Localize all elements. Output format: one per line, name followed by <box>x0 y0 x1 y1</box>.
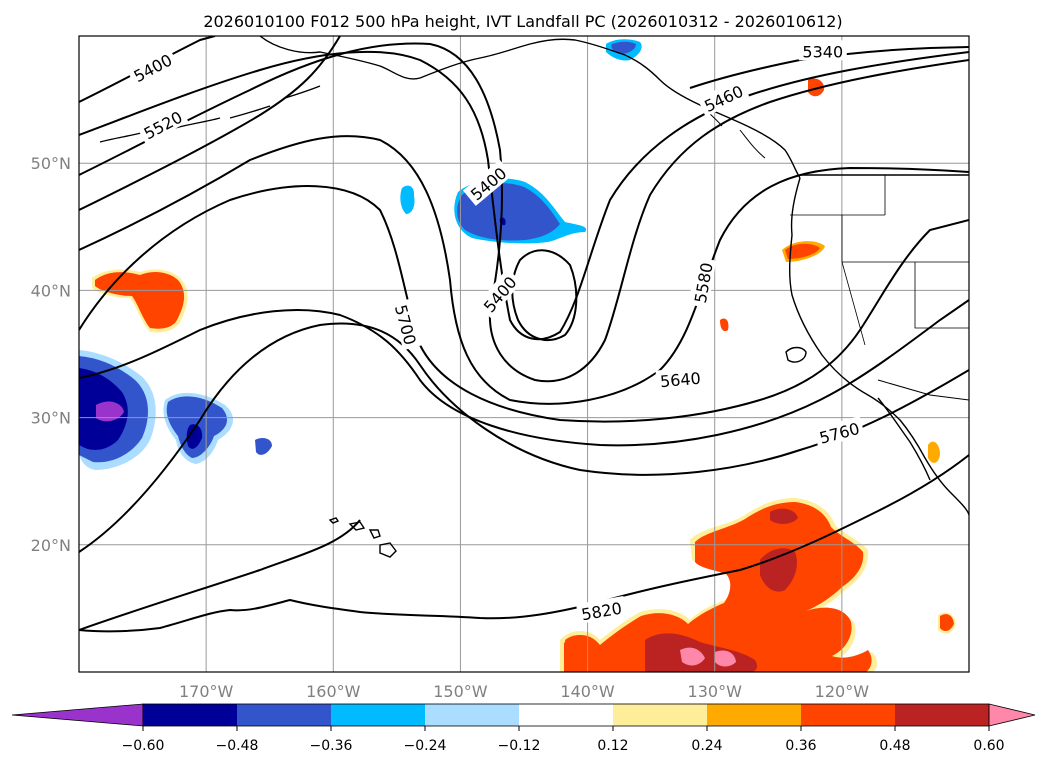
colorbar-segment <box>143 704 237 726</box>
contour-5820 <box>79 454 969 633</box>
contour-5580 <box>79 135 969 405</box>
longitude-labels: 170°W 160°W 150°W 140°W 130°W 120°W <box>179 682 869 701</box>
colorbar-segment <box>613 704 707 726</box>
contour-label-bg <box>576 595 627 624</box>
ivt-positive-region <box>715 650 736 667</box>
colorbar-segment <box>707 704 801 726</box>
lat-tick-label: 20°N <box>31 536 71 555</box>
colorbar-segment <box>237 704 331 726</box>
colorbar-extend-low <box>11 703 144 727</box>
ivt-positive-region <box>720 318 729 332</box>
contour-label-text: 5640 <box>659 369 701 391</box>
ivt-positive-region <box>680 647 705 666</box>
contour-label-bg <box>136 104 189 145</box>
ivt-negative-region <box>255 438 272 455</box>
ivt-positive-region <box>940 614 954 632</box>
map-title: 2026010100 F012 500 hPa height, IVT Land… <box>203 12 842 31</box>
colorbar-tick-label: 0.48 <box>879 738 910 754</box>
coastline-aleutians <box>99 85 321 143</box>
border-us-mexico <box>877 379 969 401</box>
contour-label-bg <box>688 257 717 308</box>
colorbar: −0.60 −0.48 −0.36 −0.24 −0.12 0.12 0.24 0.36 0.4… <box>11 703 1036 754</box>
coastline-hawaii <box>328 517 397 558</box>
lon-tick-label: 150°W <box>433 682 488 701</box>
ivt-positive-region <box>785 243 820 259</box>
coastline-alaska <box>259 36 801 179</box>
colorbar-tick-label: 0.12 <box>597 738 628 754</box>
lon-tick-label: 120°W <box>815 682 870 701</box>
lake-outline <box>785 346 807 363</box>
ivt-positive-region <box>565 635 598 660</box>
contour-label-bg <box>462 159 513 206</box>
colorbar-tick-label: −0.60 <box>122 738 165 754</box>
colorbar-tick-label: −0.48 <box>216 738 259 754</box>
lat-tick-label: 30°N <box>31 409 71 428</box>
lon-tick-label: 140°W <box>560 682 615 701</box>
colorbar-segment <box>895 704 989 726</box>
map-area: 5400552053405460540054005700558056405760… <box>79 36 969 672</box>
contour-5700 <box>79 299 969 447</box>
ivt-negative-region <box>611 41 636 54</box>
colorbar-tick-label: −0.12 <box>498 738 541 754</box>
gridlines <box>79 36 969 672</box>
colorbar-tick-label: −0.36 <box>310 738 353 754</box>
contour-5820-mid <box>79 519 361 631</box>
border-states <box>790 175 969 346</box>
ivt-positive-region <box>770 508 798 524</box>
ivt-positive-region <box>928 441 940 463</box>
latitude-labels: 50°N 40°N 30°N 20°N <box>31 154 71 555</box>
colorbar-segment <box>331 704 425 726</box>
contour-5520 <box>79 36 341 211</box>
colorbar-extend-high <box>988 703 1036 727</box>
colorbar-outline <box>142 703 990 727</box>
contour-label-text: 5340 <box>802 42 843 61</box>
ivt-negative-region <box>186 424 203 449</box>
contour-label-bg <box>655 366 706 391</box>
contour-5760 <box>79 322 969 553</box>
colorbar-segment <box>425 704 519 726</box>
lat-tick-label: 50°N <box>31 154 71 173</box>
colorbar-tick-label: 0.36 <box>785 738 816 754</box>
contour-label-bg <box>390 298 423 351</box>
map-frame <box>78 35 970 673</box>
coastline-baja <box>877 397 931 481</box>
lon-tick-label: 160°W <box>306 682 361 701</box>
colorbar-segment <box>801 704 895 726</box>
colorbar-tick-label: 0.24 <box>691 738 722 754</box>
contour-label: 5580 <box>688 257 717 308</box>
lon-tick-label: 170°W <box>179 682 234 701</box>
colorbar-segment <box>519 704 613 726</box>
ivt-positive-region <box>95 272 185 329</box>
lat-tick-label: 40°N <box>31 281 71 300</box>
contour-label-bg <box>798 40 847 61</box>
contour-5640 <box>79 185 969 423</box>
contour-label: 5640 <box>655 366 706 391</box>
contour-label: 5820 <box>576 595 627 624</box>
ivt-negative-region <box>96 401 124 422</box>
lon-tick-label: 130°W <box>688 682 743 701</box>
contour-5400-closed <box>511 249 578 341</box>
ivt-positive-region <box>808 78 825 97</box>
contour-label-bg <box>126 46 179 88</box>
contour-label-bg <box>475 268 523 319</box>
colorbar-tick-label: 0.60 <box>973 738 1004 754</box>
contour-label-bg <box>697 78 750 117</box>
ivt-negative-region <box>400 185 415 214</box>
coastline-us-west <box>789 177 969 516</box>
contour-label-bg <box>813 416 865 448</box>
contour-label: 5340 <box>798 40 847 61</box>
colorbar-tick-label: −0.24 <box>404 738 447 754</box>
contour-5460 <box>79 42 969 383</box>
